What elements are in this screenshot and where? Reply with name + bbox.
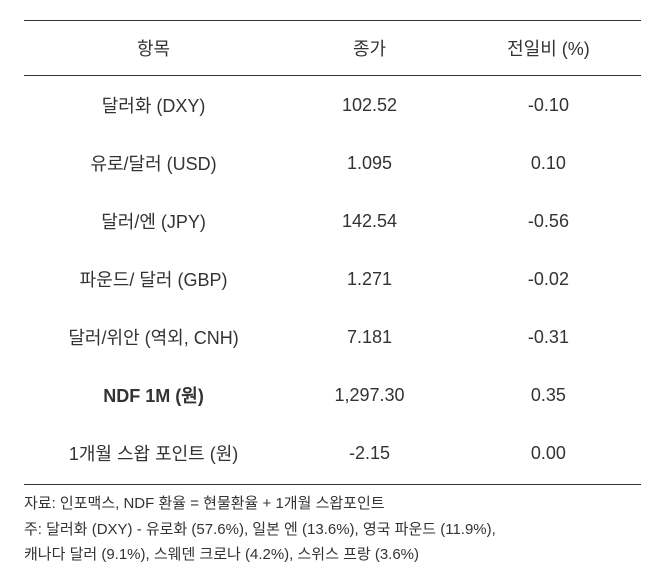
cell-price: 142.54 — [283, 192, 456, 250]
table-row: 1개월 스왑 포인트 (원) -2.15 0.00 — [24, 424, 641, 485]
header-change: 전일비 (%) — [456, 21, 641, 76]
footnotes: 자료: 인포맥스, NDF 환율 = 현물환율 + 1개월 스왑포인트 주: 달… — [24, 491, 641, 568]
cell-price: 1.095 — [283, 134, 456, 192]
table-row: 유로/달러 (USD) 1.095 0.10 — [24, 134, 641, 192]
cell-price: 102.52 — [283, 76, 456, 135]
fx-table: 항목 종가 전일비 (%) 달러화 (DXY) 102.52 -0.10 유로/… — [24, 20, 641, 485]
cell-item: 파운드/ 달러 (GBP) — [24, 250, 283, 308]
cell-price: 1.271 — [283, 250, 456, 308]
header-price: 종가 — [283, 21, 456, 76]
header-item: 항목 — [24, 21, 283, 76]
footnote-line: 주: 달러화 (DXY) - 유로화 (57.6%), 일본 엔 (13.6%)… — [24, 517, 641, 543]
cell-change: -0.31 — [456, 308, 641, 366]
cell-change: -0.10 — [456, 76, 641, 135]
table-row: 달러화 (DXY) 102.52 -0.10 — [24, 76, 641, 135]
cell-change: -0.02 — [456, 250, 641, 308]
footnote-line: 자료: 인포맥스, NDF 환율 = 현물환율 + 1개월 스왑포인트 — [24, 491, 641, 517]
fx-table-container: 항목 종가 전일비 (%) 달러화 (DXY) 102.52 -0.10 유로/… — [24, 20, 641, 568]
table-row: 파운드/ 달러 (GBP) 1.271 -0.02 — [24, 250, 641, 308]
cell-item: 달러/엔 (JPY) — [24, 192, 283, 250]
table-row: 달러/엔 (JPY) 142.54 -0.56 — [24, 192, 641, 250]
cell-change: -0.56 — [456, 192, 641, 250]
cell-price: -2.15 — [283, 424, 456, 485]
table-row: NDF 1M (원) 1,297.30 0.35 — [24, 366, 641, 424]
table-header: 항목 종가 전일비 (%) — [24, 21, 641, 76]
footnote-line: 캐나다 달러 (9.1%), 스웨덴 크로나 (4.2%), 스위스 프랑 (3… — [24, 542, 641, 568]
cell-item: 달러화 (DXY) — [24, 76, 283, 135]
cell-price: 1,297.30 — [283, 366, 456, 424]
cell-item: NDF 1M (원) — [24, 366, 283, 424]
cell-change: 0.00 — [456, 424, 641, 485]
cell-item: 유로/달러 (USD) — [24, 134, 283, 192]
cell-item: 달러/위안 (역외, CNH) — [24, 308, 283, 366]
table-row: 달러/위안 (역외, CNH) 7.181 -0.31 — [24, 308, 641, 366]
header-row: 항목 종가 전일비 (%) — [24, 21, 641, 76]
table-body: 달러화 (DXY) 102.52 -0.10 유로/달러 (USD) 1.095… — [24, 76, 641, 485]
cell-change: 0.10 — [456, 134, 641, 192]
cell-price: 7.181 — [283, 308, 456, 366]
cell-change: 0.35 — [456, 366, 641, 424]
cell-item: 1개월 스왑 포인트 (원) — [24, 424, 283, 485]
